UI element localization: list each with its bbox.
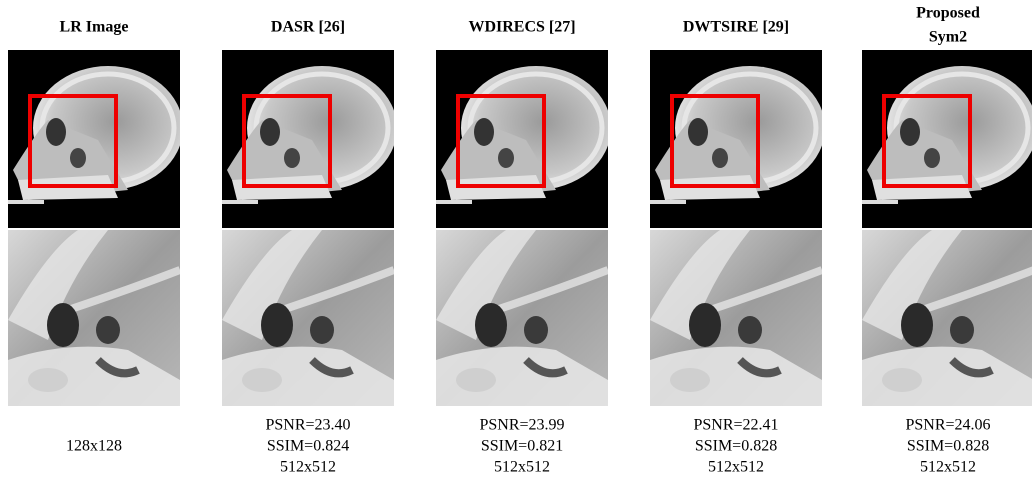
figure: LR Image 128x128 DASR [26] PSNR=23.40 SSIM=0… (0, 0, 1032, 481)
zoomed-image (862, 230, 1032, 406)
caption: 512x512 (920, 459, 976, 476)
caption: 128x128 (66, 438, 122, 455)
zoomed-image (436, 230, 608, 406)
full-image (650, 50, 825, 228)
caption: 512x512 (494, 459, 550, 476)
column-title: LR Image (60, 19, 129, 36)
caption: PSNR=23.99 (479, 417, 564, 434)
caption: SSIM=0.828 (695, 438, 777, 455)
caption: PSNR=22.41 (693, 417, 778, 434)
column-title: DWTSIRE [29] (683, 19, 789, 36)
column-title: DASR [26] (271, 19, 345, 36)
caption: 512x512 (708, 459, 764, 476)
full-image (436, 50, 611, 228)
zoomed-image (650, 230, 822, 406)
full-image (222, 50, 397, 228)
full-image (862, 50, 1032, 228)
column-title: Sym2 (929, 29, 967, 46)
zoomed-image (8, 230, 180, 406)
caption: PSNR=23.40 (265, 417, 350, 434)
caption: 512x512 (280, 459, 336, 476)
column-title: Proposed (916, 5, 980, 22)
caption: PSNR=24.06 (905, 417, 990, 434)
caption: SSIM=0.821 (481, 438, 563, 455)
full-image (8, 50, 183, 228)
caption: SSIM=0.824 (267, 438, 349, 455)
zoomed-image (222, 230, 394, 406)
column-title: WDIRECS [27] (468, 19, 575, 36)
caption: SSIM=0.828 (907, 438, 989, 455)
